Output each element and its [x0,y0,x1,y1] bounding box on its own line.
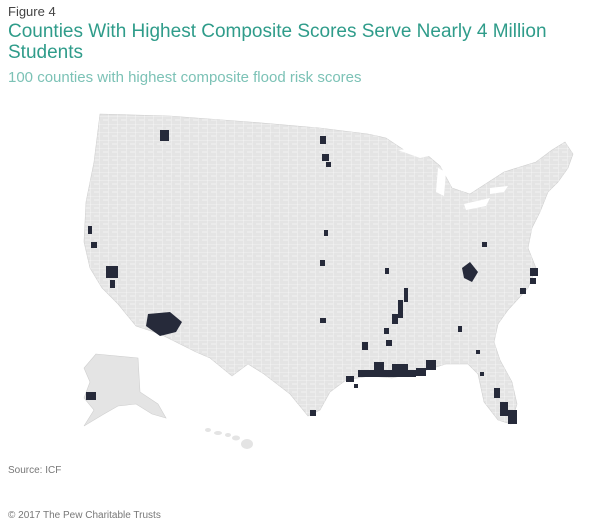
county-highlight [530,278,536,284]
county-highlight [320,260,325,266]
county-highlight [362,342,368,350]
county-highlight [520,288,526,294]
county-highlight [392,314,398,324]
county-highlight [322,154,329,161]
county-highlight [416,368,426,376]
county-highlight [320,136,326,144]
county-highlight [324,230,328,236]
us-county-map [83,113,574,449]
county-highlight [88,226,92,234]
figure-label: Figure 4 [8,4,56,19]
county-highlight [386,340,392,346]
county-highlight [326,162,331,167]
hawaii [205,428,253,449]
county-highlight [160,130,169,141]
county-highlight [106,266,118,278]
chart-subtitle: 100 counties with highest composite floo… [8,69,362,86]
county-highlight [426,360,436,370]
contiguous-us [83,113,574,425]
county-highlight [374,362,384,370]
county-highlight [358,370,416,377]
county-highlight [310,410,316,416]
county-highlight [462,262,478,282]
county-highlight [480,372,484,376]
county-highlight [398,300,403,318]
county-highlight [482,242,487,247]
county-highlight [86,392,96,400]
county-highlight [354,384,358,388]
highlighted-counties [86,130,538,424]
county-highlight [385,268,389,274]
county-highlight [476,350,480,354]
county-highlight [494,388,500,398]
county-highlight [346,376,354,382]
county-highlight [320,318,326,323]
county-highlight [500,402,508,416]
county-highlight [384,328,389,334]
county-highlight [458,326,462,332]
copyright-note: © 2017 The Pew Charitable Trusts [8,510,161,521]
county-highlight [110,280,115,288]
county-highlight [91,242,97,248]
county-highlight [146,312,182,336]
county-highlight [404,288,408,302]
source-note: Source: ICF [8,465,62,476]
county-highlight [530,268,538,276]
county-highlight [392,364,408,370]
chart-title: Counties With Highest Composite Scores S… [8,21,547,63]
alaska [83,353,167,427]
county-highlight [508,410,517,424]
